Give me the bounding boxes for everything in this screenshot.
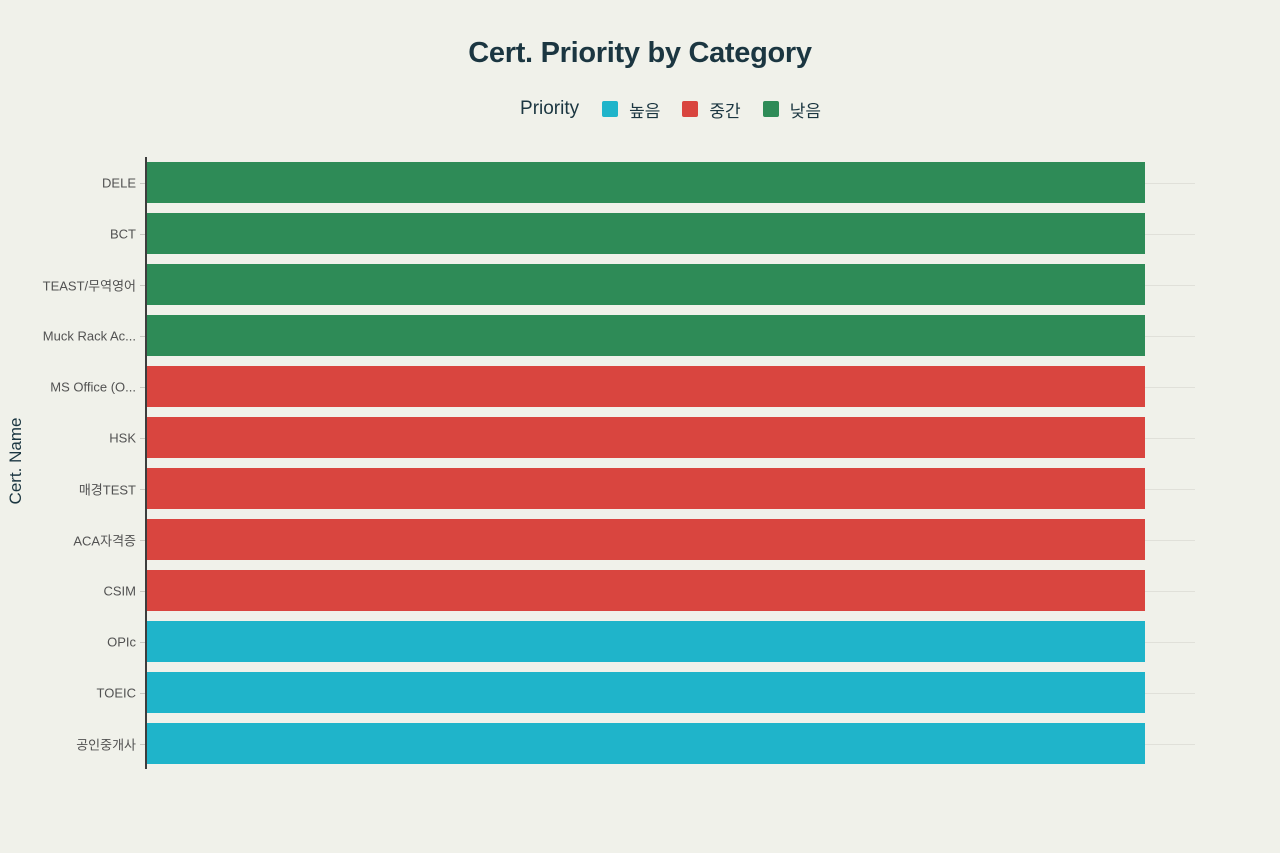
tick-mark	[140, 335, 145, 337]
tick-mark	[140, 233, 145, 235]
legend: Priority 높음 중간 낮음	[146, 96, 1195, 122]
tick-mark	[140, 437, 145, 439]
legend-item-label: 낮음	[789, 101, 821, 121]
category-label: DELE	[102, 175, 136, 190]
bar	[147, 621, 1146, 662]
tick-mark	[140, 386, 145, 388]
tick-mark	[140, 539, 145, 541]
bar	[147, 162, 1146, 203]
category-label: 공인중개사	[76, 737, 136, 752]
bar	[147, 570, 1146, 611]
bar-row: MS Office (O...	[50, 361, 1195, 412]
bar-row: DELE	[102, 157, 1195, 208]
bar-row: TEAST/무역영어	[43, 259, 1195, 310]
plot-area: DELE BCT TEAST/무역영어 Muck Rack Ac... MS Offic…	[43, 157, 1195, 769]
legend-item: 중간	[682, 97, 741, 122]
category-label: Muck Rack Ac...	[42, 328, 136, 343]
category-label: MS Office (O...	[50, 379, 136, 394]
bar-row: ACA자격증	[73, 514, 1195, 565]
category-label: CSIM	[103, 583, 137, 598]
category-label: BCT	[110, 226, 136, 241]
category-label: 매경TEST	[78, 482, 136, 497]
legend-swatch	[762, 101, 779, 117]
tick-mark	[140, 284, 145, 286]
bar	[147, 519, 1146, 560]
plot-rows: DELE BCT TEAST/무역영어 Muck Rack Ac... MS Offic…	[43, 157, 1195, 769]
tick-mark	[140, 743, 145, 745]
category-label: TEAST/무역영어	[42, 278, 136, 293]
legend-items: 높음 중간 낮음	[602, 97, 821, 122]
category-label: TOEIC	[96, 685, 137, 700]
bar	[147, 672, 1146, 713]
legend-item: 낮음	[762, 97, 821, 122]
chart-title: Cert. Priority by Category	[468, 37, 812, 69]
tick-mark	[140, 692, 145, 694]
y-axis-title: Cert. Name	[6, 417, 25, 505]
bar-row: CSIM	[104, 565, 1195, 616]
bar	[147, 213, 1146, 254]
bar-row: BCT	[110, 208, 1195, 259]
bar-row: HSK	[109, 412, 1195, 463]
bar-row: 매경TEST	[79, 463, 1195, 514]
bar	[147, 315, 1146, 356]
bar	[147, 468, 1146, 509]
bar-row: TOEIC	[97, 667, 1195, 718]
bar	[147, 366, 1146, 407]
bar-row: Muck Rack Ac...	[43, 310, 1195, 361]
bar	[147, 264, 1146, 305]
legend-item-label: 높음	[629, 101, 661, 121]
legend-swatch	[602, 101, 619, 117]
tick-mark	[140, 590, 145, 592]
legend-title: Priority	[520, 98, 580, 119]
tick-mark	[140, 488, 145, 490]
bar-row: OPIc	[107, 616, 1195, 667]
category-label: HSK	[109, 430, 136, 445]
legend-item-label: 중간	[709, 101, 741, 121]
bar	[147, 723, 1146, 764]
category-label: OPIc	[107, 634, 136, 649]
legend-item: 높음	[602, 97, 660, 122]
category-label: ACA자격증	[73, 533, 136, 548]
legend-swatch	[682, 101, 699, 117]
tick-mark	[140, 182, 145, 184]
bar	[147, 417, 1146, 458]
tick-mark	[140, 641, 145, 643]
bar-row: 공인중개사	[76, 718, 1195, 769]
